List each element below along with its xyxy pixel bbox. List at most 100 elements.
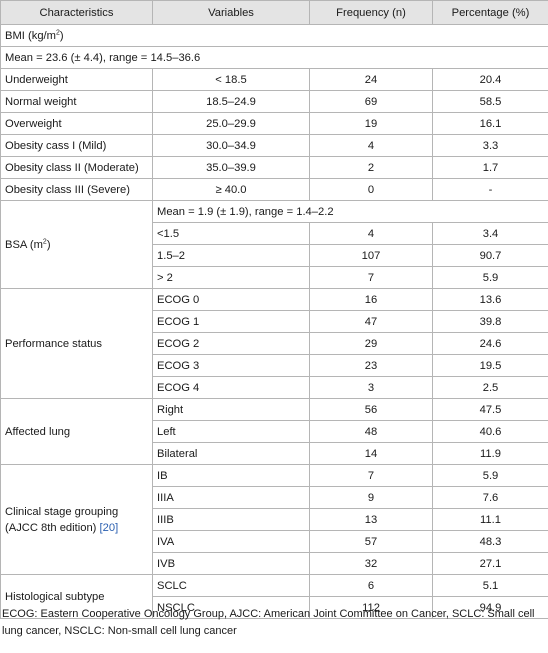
bmi-title-row: BMI (kg/m2): [0, 24, 548, 47]
variable-value: Left: [152, 420, 310, 443]
variable-value: IIIA: [152, 486, 310, 509]
percentage-value: 5.9: [432, 266, 548, 289]
table-row: IIIB 13 11.1: [1, 508, 548, 531]
table-row: BSA (m2) Mean = 1.9 (± 1.9), range = 1.4…: [0, 200, 548, 289]
variable-value: ECOG 0: [152, 288, 310, 311]
frequency-value: 19: [309, 112, 433, 135]
bmi-range: 30.0–34.9: [152, 134, 310, 157]
percentage-value: -: [432, 178, 548, 201]
percentage-value: 3.3: [432, 134, 548, 157]
table-row: Clinical stage grouping (AJCC 8th edition…: [0, 464, 548, 575]
variable-value: <1.5: [152, 222, 310, 245]
variable-value: IVA: [152, 530, 310, 553]
characteristics-table: Characteristics Variables Frequency (n) …: [0, 0, 548, 619]
variable-value: IIIB: [152, 508, 310, 531]
variable-value: ECOG 4: [152, 376, 310, 399]
table-row: Obesity class III (Severe) ≥ 40.0 0 -: [0, 178, 548, 201]
bmi-range: 35.0–39.9: [152, 156, 310, 179]
variable-value: ECOG 3: [152, 354, 310, 377]
percentage-value: 94.9: [432, 596, 548, 619]
variable-value: IB: [152, 464, 310, 487]
bsa-label: BSA (m2): [0, 200, 153, 289]
variable-value: Right: [152, 398, 310, 421]
performance-status-label: Performance status: [0, 288, 153, 399]
table-row: IIIA 9 7.6: [1, 486, 548, 509]
variable-value: 1.5–2: [152, 244, 310, 267]
table-row: IVB 32 27.1: [1, 552, 548, 575]
frequency-value: 32: [309, 552, 433, 575]
frequency-value: 13: [309, 508, 433, 531]
bmi-range: ≥ 40.0: [152, 178, 310, 201]
frequency-value: 0: [309, 178, 433, 201]
percentage-value: 20.4: [432, 68, 548, 91]
table-header-row: Characteristics Variables Frequency (n) …: [0, 0, 548, 25]
frequency-value: 48: [309, 420, 433, 443]
table-row: > 2 7 5.9: [1, 266, 548, 289]
variable-value: ECOG 1: [152, 310, 310, 333]
percentage-value: 48.3: [432, 530, 548, 553]
bmi-range: < 18.5: [152, 68, 310, 91]
variable-value: IVB: [152, 552, 310, 575]
frequency-value: 23: [309, 354, 433, 377]
frequency-value: 47: [309, 310, 433, 333]
header-percentage: Percentage (%): [432, 0, 548, 25]
frequency-value: 6: [309, 574, 433, 597]
variable-value: NSCLC: [152, 596, 310, 619]
histological-subtype-label: Histological subtype: [0, 574, 153, 619]
table-row: Performance status ECOG 0 16 13.6: [0, 288, 548, 399]
header-characteristics: Characteristics: [0, 0, 153, 25]
bmi-title: BMI (kg/m2): [0, 24, 548, 47]
bsa-summary: Mean = 1.9 (± 1.9), range = 1.4–2.2: [152, 200, 548, 223]
variable-value: > 2: [152, 266, 310, 289]
frequency-value: 57: [309, 530, 433, 553]
percentage-value: 11.9: [432, 442, 548, 465]
frequency-value: 7: [309, 266, 433, 289]
percentage-value: 90.7: [432, 244, 548, 267]
percentage-value: 24.6: [432, 332, 548, 355]
frequency-value: 107: [309, 244, 433, 267]
table-footnote: ECOG: Eastern Cooperative Oncology Group…: [2, 608, 535, 637]
percentage-value: 2.5: [432, 376, 548, 399]
table-row: Obesity cass I (Mild) 30.0–34.9 4 3.3: [0, 134, 548, 157]
reference-link[interactable]: [20]: [99, 521, 119, 534]
clinical-stage-label: Clinical stage grouping (AJCC 8th edition…: [0, 464, 153, 575]
bmi-category: Normal weight: [0, 90, 153, 113]
bmi-range: 25.0–29.9: [152, 112, 310, 135]
table-row: Bilateral 14 11.9: [1, 442, 548, 465]
bmi-category: Obesity cass I (Mild): [0, 134, 153, 157]
percentage-value: 13.6: [432, 288, 548, 311]
table-row: ECOG 4 3 2.5: [1, 376, 548, 399]
frequency-value: 4: [309, 134, 433, 157]
percentage-value: 1.7: [432, 156, 548, 179]
bmi-summary: Mean = 23.6 (± 4.4), range = 14.5–36.6: [0, 46, 548, 69]
frequency-value: 3: [309, 376, 433, 399]
bmi-category: Overweight: [0, 112, 153, 135]
frequency-value: 2: [309, 156, 433, 179]
frequency-value: 29: [309, 332, 433, 355]
percentage-value: 27.1: [432, 552, 548, 575]
frequency-value: 69: [309, 90, 433, 113]
table-row: <1.5 4 3.4: [1, 222, 548, 245]
frequency-value: 16: [309, 288, 433, 311]
frequency-value: 24: [309, 68, 433, 91]
frequency-value: 4: [309, 222, 433, 245]
table-row: Obesity class II (Moderate) 35.0–39.9 2 …: [0, 156, 548, 179]
percentage-value: 39.8: [432, 310, 548, 333]
percentage-value: 3.4: [432, 222, 548, 245]
affected-lung-label: Affected lung: [0, 398, 153, 465]
percentage-value: 7.6: [432, 486, 548, 509]
percentage-value: 16.1: [432, 112, 548, 135]
bmi-category: Obesity class II (Moderate): [0, 156, 153, 179]
table-row: Affected lung Right 56 47.5: [0, 398, 548, 465]
table-row: ECOG 2 29 24.6: [1, 332, 548, 355]
table-row: Histological subtype SCLC 6 5.1: [0, 574, 548, 619]
table-row: Normal weight 18.5–24.9 69 58.5: [0, 90, 548, 113]
variable-value: SCLC: [152, 574, 310, 597]
frequency-value: 56: [309, 398, 433, 421]
frequency-value: 9: [309, 486, 433, 509]
percentage-value: 11.1: [432, 508, 548, 531]
frequency-value: 14: [309, 442, 433, 465]
variable-value: Bilateral: [152, 442, 310, 465]
bmi-range: 18.5–24.9: [152, 90, 310, 113]
